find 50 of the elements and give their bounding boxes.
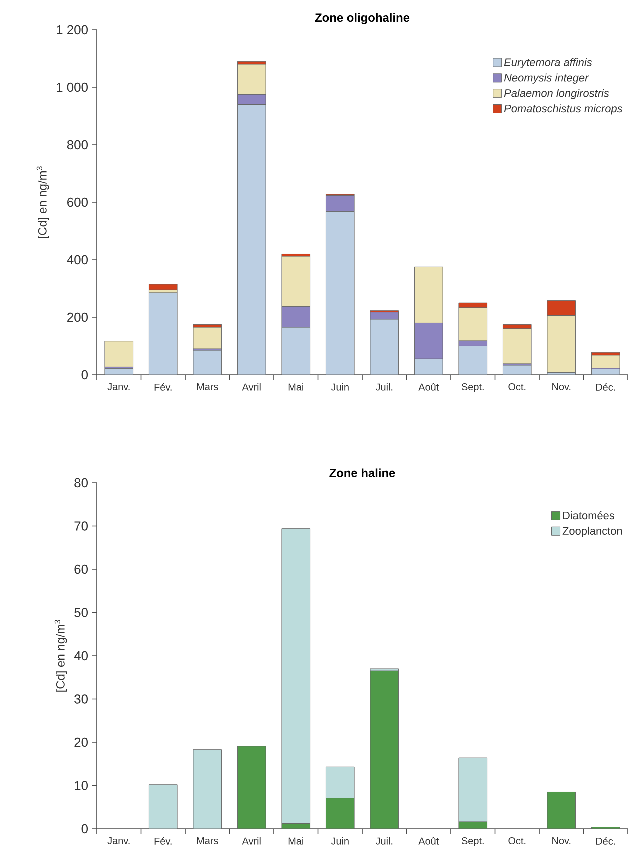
y-tick-label: 40	[74, 651, 88, 661]
x-tick-label: Janv.	[108, 837, 130, 844]
y-tick-label: 70	[74, 522, 88, 531]
legend-label: Eurytemora affinis	[504, 58, 592, 69]
y-tick-label: 50	[74, 608, 88, 618]
x-tick-label: Oct.	[508, 384, 526, 391]
y-tick-label: 0	[82, 824, 88, 834]
x-tick-label: Mars	[197, 837, 218, 844]
x-tick-label: Mai	[288, 838, 304, 845]
y-axis-title: [Cd] en ng/m$^{3}$	[54, 620, 68, 692]
x-tick-label: Sept.	[462, 384, 484, 393]
x-tick-label: Nov.	[552, 383, 571, 390]
x-tick-label: Avril	[242, 383, 261, 391]
y-tick-label: 1 200	[57, 25, 88, 35]
x-tick-label: Oct.	[508, 838, 526, 845]
y-tick-label: 400	[67, 255, 88, 265]
x-tick-label: Juil.	[376, 838, 393, 845]
x-tick-label: Juin	[331, 383, 349, 391]
y-tick-label: 600	[68, 198, 88, 208]
x-tick-label: Nov.	[552, 837, 571, 844]
x-tick-label: Avril	[242, 838, 261, 845]
y-tick-label: 800	[67, 140, 88, 150]
legend-label: Diatomées	[563, 511, 614, 520]
y-tick-label: 0	[82, 370, 88, 380]
legend-label: Zooplancton	[562, 526, 622, 538]
y-axis-title: [Cd] en ng/m$^{3}$	[36, 166, 50, 238]
x-tick-label: Janv.	[108, 383, 130, 390]
legend-label: Palaemon longirostris	[504, 89, 610, 100]
y-tick-label: 1 000	[57, 82, 88, 92]
x-tick-label: Mai	[288, 383, 304, 391]
x-tick-label: Juil.	[376, 383, 393, 391]
x-tick-label: Déc.	[596, 837, 616, 845]
y-tick-label: 60	[74, 564, 88, 574]
y-tick-label: 10	[75, 781, 88, 790]
x-tick-label: Fév.	[154, 383, 172, 391]
y-tick-label: 20	[74, 738, 88, 748]
x-tick-label: Mars	[197, 383, 218, 390]
x-tick-label: Déc.	[596, 383, 616, 391]
x-tick-label: Août	[418, 838, 440, 845]
chart-title: Zone oligohaline	[315, 13, 410, 24]
x-tick-label: Sept.	[462, 838, 484, 847]
x-tick-label: Juin	[331, 838, 349, 845]
y-tick-label: 200	[68, 312, 88, 322]
chart-title: Zone haline	[330, 468, 396, 478]
x-tick-label: Fév.	[154, 837, 172, 845]
x-tick-label: Août	[418, 384, 440, 391]
y-tick-label: 80	[74, 478, 88, 488]
y-tick-label: 30	[74, 694, 88, 704]
legend-label: Neomysis integer	[504, 74, 590, 84]
legend-label: Pomatoschistus microps	[504, 104, 623, 115]
